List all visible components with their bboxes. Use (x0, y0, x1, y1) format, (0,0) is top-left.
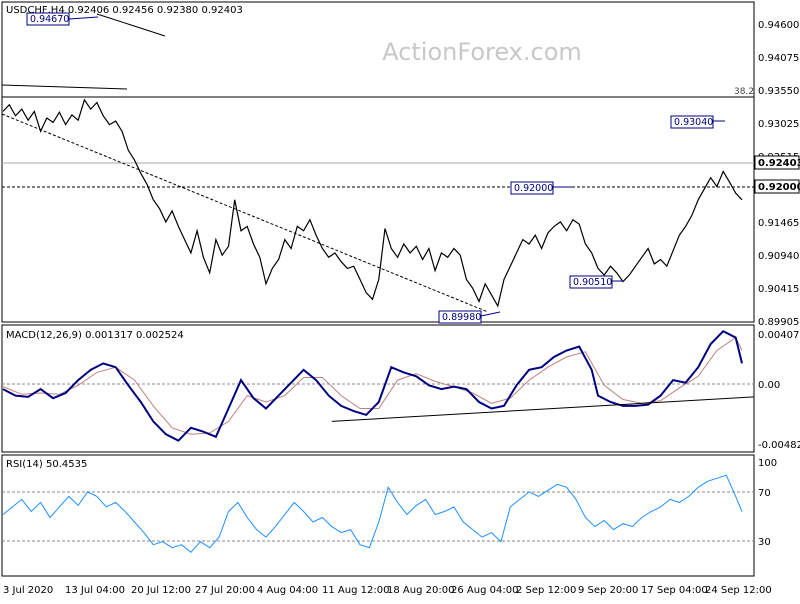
x-tick: 9 Sep 20:00 (578, 585, 638, 596)
rsi-tick: 70 (758, 488, 771, 499)
annotation-text: 0.89980 (442, 312, 481, 323)
x-tick: 13 Jul 04:00 (65, 585, 125, 596)
annotation-text: 0.94670 (30, 14, 69, 25)
annotation-90510: 0.90510 (569, 275, 624, 289)
price-tick: 0.93550 (758, 86, 799, 97)
annotation-text: 0.90510 (573, 277, 612, 288)
annotation-text: 0.92000 (514, 183, 553, 194)
annotation-92000: 0.92000 (510, 181, 573, 195)
macd-tick: -0.004829 (758, 440, 800, 451)
current-price-label: 0.92403 (758, 158, 800, 169)
annotation-leader (480, 311, 501, 317)
price-tick: 0.94600 (758, 20, 799, 31)
macd-header: MACD(12,26,9) 0.001317 0.002524 (6, 330, 184, 341)
macd-signal-line (2, 336, 743, 435)
macd-tick: 0.00 (758, 380, 780, 391)
x-tick: 24 Sep 12:00 (705, 585, 772, 596)
price-tick: 0.91465 (758, 218, 799, 229)
x-tick: 27 Jul 20:00 (195, 585, 255, 596)
price-y-ticks: 0.94600 0.94075 0.93550 0.93025 0.92515 … (758, 20, 799, 328)
x-tick: 18 Aug 20:00 (387, 585, 454, 596)
annotation-box (510, 181, 554, 195)
x-tick: 3 Jul 2020 (3, 585, 53, 596)
watermark: ActionForex.com (382, 38, 582, 66)
annotation-leader (68, 16, 99, 20)
x-tick: 26 Aug 04:00 (451, 585, 518, 596)
support-level-label: 0.92000 (758, 182, 800, 193)
annotation-box (569, 275, 613, 289)
price-line (2, 98, 743, 308)
annotation-94670: 0.94670 (26, 12, 99, 26)
x-tick: 4 Aug 04:00 (257, 585, 318, 596)
x-axis: 3 Jul 2020 13 Jul 04:00 20 Jul 12:00 27 … (3, 585, 772, 596)
macd-tick: 0.004071 (758, 330, 800, 341)
price-tick: 0.89905 (758, 317, 799, 328)
rsi-panel-frame (1, 454, 755, 577)
annotation-93040: 0.93040 (670, 115, 725, 129)
left-horizontal-line (1, 84, 128, 90)
top-trendline (96, 13, 166, 37)
macd-panel-frame (1, 324, 755, 453)
downtrend-dotted-line (1, 113, 489, 313)
macd-trendline (331, 396, 755, 422)
macd-line (2, 329, 743, 442)
rsi-tick: 30 (758, 537, 771, 548)
price-header: USDCHF,H4 0.92406 0.92456 0.92380 0.9240… (6, 5, 243, 16)
x-tick: 17 Sep 04:00 (641, 585, 708, 596)
rsi-tick: 100 (758, 458, 777, 469)
rsi-header: RSI(14) 50.4535 (6, 459, 87, 470)
price-tick: 0.93025 (758, 119, 799, 130)
x-tick: 2 Sep 12:00 (516, 585, 576, 596)
x-tick: 11 Aug 12:00 (322, 585, 389, 596)
price-panel-frame (1, 1, 755, 323)
rsi-line (2, 474, 743, 553)
price-tick: 0.90415 (758, 284, 799, 295)
annotation-box (438, 310, 482, 324)
fib-label: 38.2 (734, 87, 754, 97)
x-tick: 20 Jul 12:00 (131, 585, 191, 596)
annotation-box (670, 115, 714, 129)
annotation-text: 0.93040 (674, 117, 713, 128)
annotation-89980: 0.89980 (438, 310, 501, 324)
price-tick: 0.94075 (758, 53, 799, 64)
price-tick: 0.90940 (758, 251, 799, 262)
current-price-box (754, 155, 800, 170)
support-level-box (754, 179, 800, 194)
